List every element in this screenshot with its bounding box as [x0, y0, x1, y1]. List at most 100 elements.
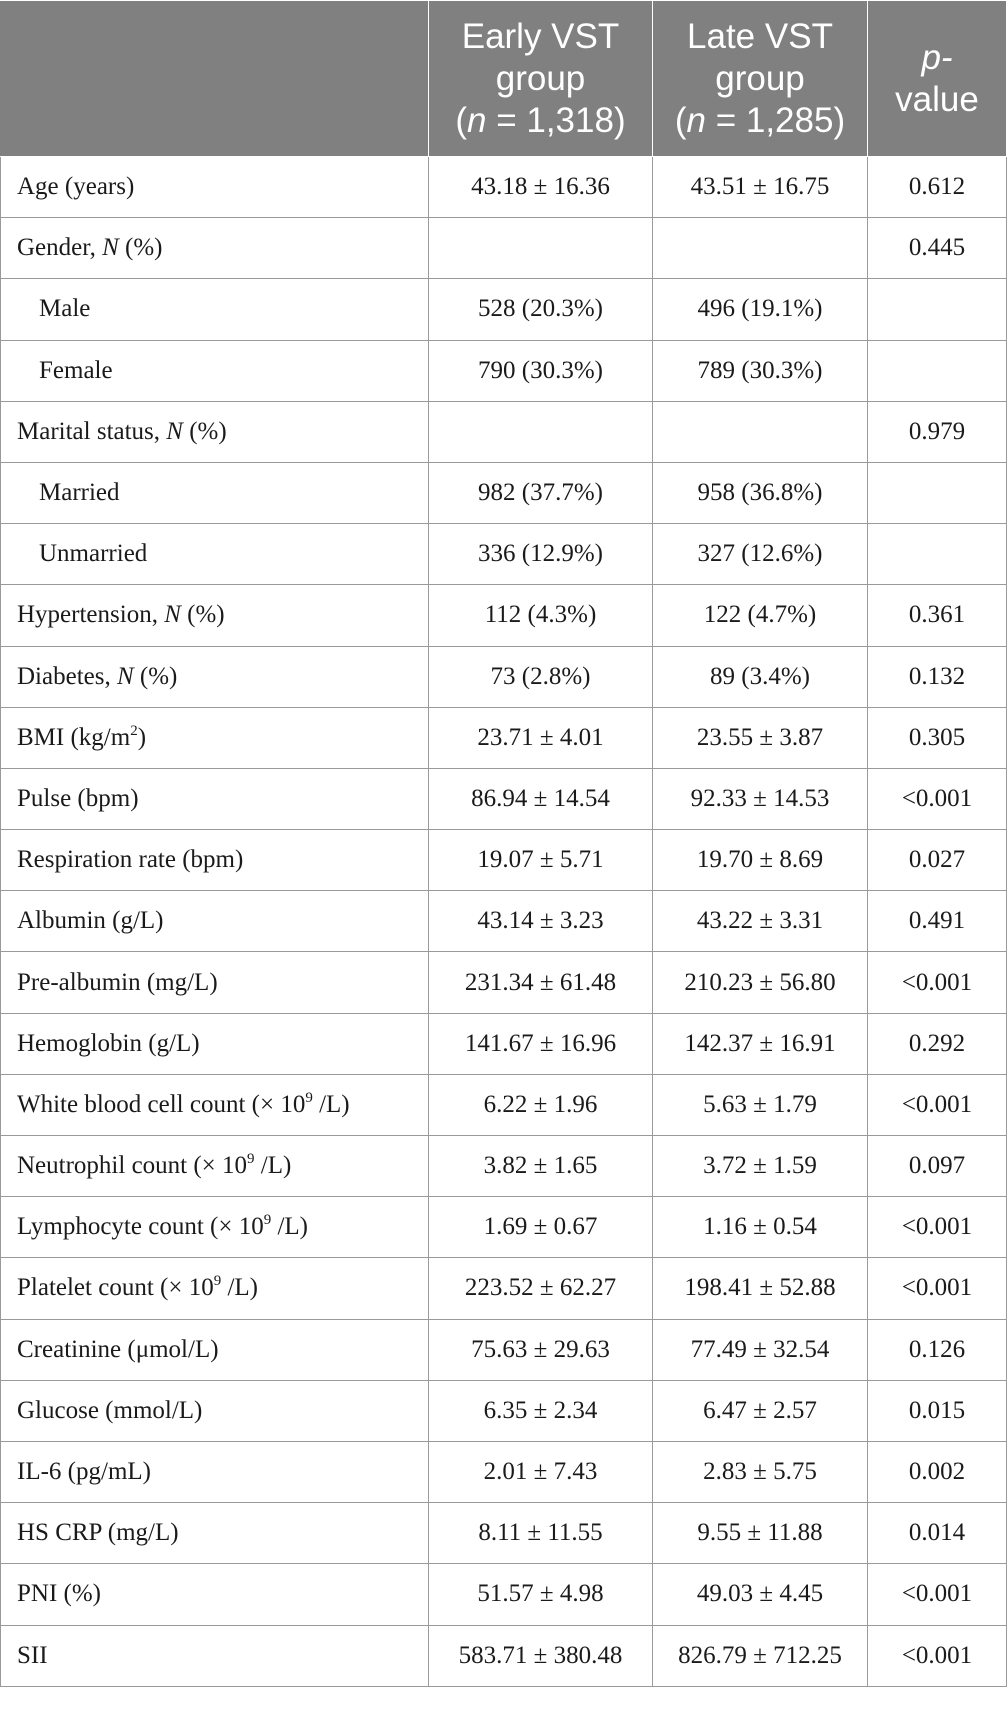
table-row: Respiration rate (bpm) 19.07 ± 5.71 19.70 … [0, 829, 1007, 892]
late-vst-value: 92.33 ± 14.53 [652, 767, 868, 831]
header-variable [0, 0, 429, 157]
late-vst-value: 43.22 ± 3.31 [652, 890, 868, 953]
table-row: Glucose (mmol/L) 6.35 ± 2.34 6.47 ± 2.57 0.… [0, 1379, 1007, 1442]
header-p-value: p- value [867, 0, 1007, 157]
late-vst-value: 789 (30.3%) [652, 339, 868, 402]
table-row: Unmarried 336 (12.9%) 327 (12.6%) [0, 523, 1007, 586]
table-row: Age (years) 43.18 ± 16.36 43.51 ± 16.75 0.6… [0, 155, 1007, 219]
p-value-cell: <0.001 [867, 1563, 1007, 1626]
early-vst-value: 51.57 ± 4.98 [428, 1563, 653, 1626]
early-vst-value: 528 (20.3%) [428, 278, 653, 341]
late-vst-value: 496 (19.1%) [652, 278, 868, 341]
early-vst-value: 75.63 ± 29.63 [428, 1318, 653, 1381]
p-value-cell: 0.002 [867, 1440, 1007, 1504]
header-late-n-prefix: ( [674, 100, 687, 140]
p-value-cell: 0.979 [867, 400, 1007, 463]
early-vst-value: 223.52 ± 62.27 [428, 1257, 653, 1320]
table-row: PNI (%) 51.57 ± 4.98 49.03 ± 4.45 <0.001 [0, 1563, 1007, 1626]
row-label-text: Platelet count (× 10 [17, 1274, 214, 1302]
late-vst-value: 1.16 ± 0.54 [652, 1196, 868, 1259]
row-label-suffix: (%) [133, 662, 178, 690]
row-label-suffix: ) [137, 723, 147, 751]
early-vst-value: 43.18 ± 16.36 [428, 155, 653, 219]
row-label: Respiration rate (bpm) [0, 829, 429, 892]
early-vst-value: 73 (2.8%) [428, 645, 653, 708]
table-row: Albumin (g/L) 43.14 ± 3.23 43.22 ± 3.31 0.4… [0, 890, 1007, 953]
p-value-cell: 0.292 [867, 1012, 1007, 1075]
row-label: Pre-albumin (mg/L) [0, 951, 429, 1014]
p-value-cell: <0.001 [867, 1073, 1007, 1137]
table-row: SII 583.71 ± 380.48 826.79 ± 712.25 <0.001 [0, 1624, 1007, 1687]
row-label: Male [0, 278, 429, 341]
header-late-line2: group [715, 58, 805, 98]
row-label: Female [0, 339, 429, 402]
header-p-line2: value [895, 79, 979, 119]
late-vst-value: 77.49 ± 32.54 [652, 1318, 868, 1381]
table-row: IL-6 (pg/mL) 2.01 ± 7.43 2.83 ± 5.75 0.002 [0, 1440, 1007, 1504]
header-early-n-prefix: ( [455, 100, 468, 140]
late-vst-value: 210.23 ± 56.80 [652, 951, 868, 1014]
row-label-variable: N [116, 662, 134, 690]
table-body: Age (years) 43.18 ± 16.36 43.51 ± 16.75 0.6… [0, 155, 1007, 1687]
p-value-cell: 0.612 [867, 155, 1007, 219]
header-late-n-var: n [686, 100, 706, 140]
header-early-n-var: n [467, 100, 487, 140]
late-vst-value: 122 (4.7%) [652, 584, 868, 647]
table-row: Pulse (bpm) 86.94 ± 14.54 92.33 ± 14.53 <0.… [0, 767, 1007, 831]
p-value-cell: 0.027 [867, 829, 1007, 892]
row-label-variable: N [166, 417, 183, 445]
row-label-variable: N [164, 601, 181, 629]
header-early-line1: Early VST [461, 16, 620, 56]
header-row: Early VST group (n = 1,318) Late VST gro… [0, 0, 1007, 157]
late-vst-value: 49.03 ± 4.45 [652, 1563, 868, 1626]
row-label-text: White blood cell count (× 10 [17, 1090, 306, 1118]
row-label: White blood cell count (× 109 /L) [0, 1073, 429, 1137]
p-value-cell: <0.001 [867, 1624, 1007, 1687]
table-row: BMI (kg/m2) 23.71 ± 4.01 23.55 ± 3.87 0.305 [0, 706, 1007, 769]
row-label-text: Lymphocyte count (× 10 [17, 1213, 264, 1241]
table-row: Hemoglobin (g/L) 141.67 ± 16.96 142.37 ± 1… [0, 1012, 1007, 1075]
late-vst-value: 198.41 ± 52.88 [652, 1257, 868, 1320]
row-label-text: Hypertension, [17, 601, 165, 629]
row-label: Gender, N (%) [0, 217, 429, 280]
row-label: Married [0, 461, 429, 525]
early-vst-value: 3.82 ± 1.65 [428, 1134, 653, 1198]
row-label: Platelet count (× 109 /L) [0, 1257, 429, 1320]
header-early-n-rest: = 1,318) [486, 100, 626, 140]
late-vst-value: 3.72 ± 1.59 [652, 1134, 868, 1198]
row-label-text: BMI (kg/m [17, 723, 131, 751]
row-label: BMI (kg/m2) [0, 706, 429, 769]
row-label: Creatinine (μmol/L) [0, 1318, 429, 1381]
row-label: Hypertension, N (%) [0, 584, 429, 647]
p-value-cell: <0.001 [867, 1257, 1007, 1320]
row-label-text: Neutrophil count (× 10 [17, 1152, 248, 1180]
row-label: Unmarried [0, 523, 429, 586]
early-vst-value: 2.01 ± 7.43 [428, 1440, 653, 1504]
table-row: Hypertension, N (%) 112 (4.3%) 122 (4.7%) 0… [0, 584, 1007, 647]
row-label-suffix: (%) [118, 234, 163, 262]
early-vst-value [428, 400, 653, 463]
early-vst-value: 8.11 ± 11.55 [428, 1502, 653, 1565]
early-vst-value: 19.07 ± 5.71 [428, 829, 653, 892]
p-value-cell [867, 461, 1007, 525]
p-value-cell: <0.001 [867, 767, 1007, 831]
row-label-variable: N [102, 234, 119, 262]
late-vst-value: 5.63 ± 1.79 [652, 1073, 868, 1137]
early-vst-value: 1.69 ± 0.67 [428, 1196, 653, 1259]
early-vst-value: 231.34 ± 61.48 [428, 951, 653, 1014]
table-row: Lymphocyte count (× 109 /L) 1.69 ± 0.67 1.… [0, 1196, 1007, 1259]
early-vst-value: 6.22 ± 1.96 [428, 1073, 653, 1137]
header-early-vst-group: Early VST group (n = 1,318) [428, 0, 653, 157]
late-vst-value: 19.70 ± 8.69 [652, 829, 868, 892]
late-vst-value [652, 217, 868, 280]
row-label: Neutrophil count (× 109 /L) [0, 1134, 429, 1198]
table-row: Pre-albumin (mg/L) 231.34 ± 61.48 210.23 ±… [0, 951, 1007, 1014]
table-row: Gender, N (%) 0.445 [0, 217, 1007, 280]
p-value-cell: 0.132 [867, 645, 1007, 708]
row-label: Hemoglobin (g/L) [0, 1012, 429, 1075]
header-p-line1: p- [921, 37, 953, 77]
late-vst-value: 43.51 ± 16.75 [652, 155, 868, 219]
header-early-line2: group [495, 58, 586, 98]
early-vst-value: 583.71 ± 380.48 [428, 1624, 653, 1687]
row-label-superscript: 9 [213, 1273, 222, 1290]
